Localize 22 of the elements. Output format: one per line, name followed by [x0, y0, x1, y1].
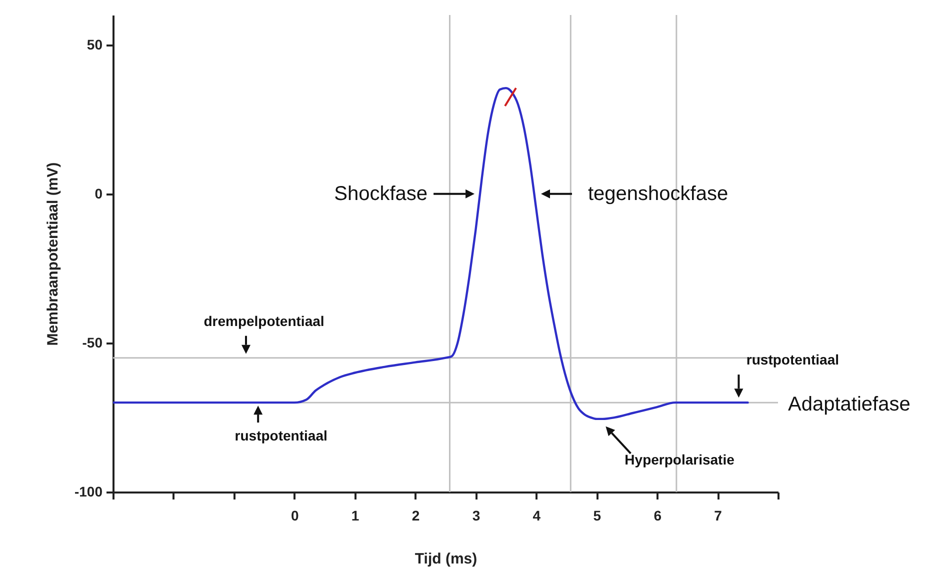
annotation: rustpotentiaal [234, 428, 328, 444]
x-tick-label: 0 [290, 508, 299, 524]
x-tick-label: 5 [593, 508, 602, 524]
x-tick-label: 7 [714, 508, 722, 524]
x-tick-label: 2 [412, 508, 420, 524]
x-axis-title: Tijd (ms) [414, 550, 478, 568]
annotation: Adaptatiefase [788, 394, 910, 416]
y-tick-label: -100 [74, 484, 103, 500]
y-axis-title: Membraanpotentiaal (mV) [44, 162, 62, 346]
annotation: Hyperpolarisatie [624, 451, 735, 468]
x-tick-label: 6 [654, 508, 662, 524]
annotation: Shockfase [334, 182, 428, 205]
annotation: rustpotentiaal [746, 352, 839, 368]
x-tick-label: 3 [472, 508, 480, 524]
y-tick-label: 0 [94, 185, 103, 202]
annotation: tegenshockfase [588, 182, 728, 205]
y-tick-label: -50 [82, 334, 103, 350]
line-series [113, 86, 749, 420]
annotation: drempelpotentiaal [204, 312, 324, 329]
y-tick-label: 50 [86, 36, 103, 52]
x-tick-label: 4 [532, 508, 541, 524]
x-tick-label: 1 [351, 508, 360, 524]
